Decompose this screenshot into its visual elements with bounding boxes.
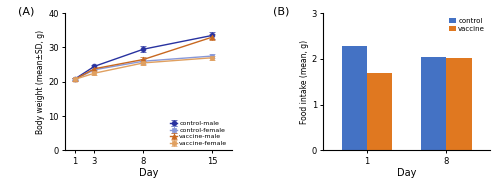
Bar bbox=[446, 58, 471, 150]
Bar bbox=[342, 46, 367, 150]
X-axis label: Day: Day bbox=[397, 168, 416, 178]
Text: (B): (B) bbox=[274, 6, 289, 16]
Text: (A): (A) bbox=[18, 6, 34, 16]
Bar bbox=[367, 73, 392, 150]
Legend: control, vaccine: control, vaccine bbox=[448, 17, 486, 33]
Y-axis label: Food intake (mean, g): Food intake (mean, g) bbox=[300, 40, 309, 124]
Y-axis label: Body weight (mean±SD, g): Body weight (mean±SD, g) bbox=[36, 30, 46, 134]
X-axis label: Day: Day bbox=[138, 168, 158, 178]
Bar bbox=[421, 57, 446, 150]
Legend: control-male, control-female, vaccine-male, vaccine-female: control-male, control-female, vaccine-ma… bbox=[168, 120, 228, 147]
